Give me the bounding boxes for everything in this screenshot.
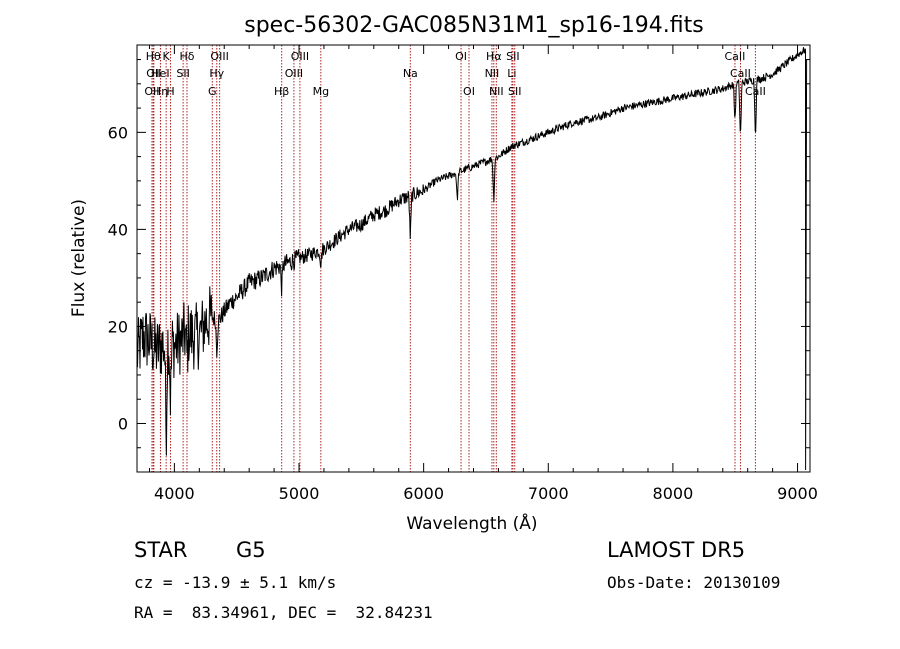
line-marker-label: CaII (745, 85, 766, 98)
y-tick-label: 60 (108, 123, 128, 142)
line-marker-label: Hη (153, 85, 168, 98)
line-marker-label: OII (144, 85, 159, 98)
spectrum-line (136, 47, 808, 471)
line-marker-label: CaII (725, 50, 746, 63)
line-marker-label: NII (485, 67, 500, 80)
x-axis-ticks: 4000 5000 6000 7000 8000 9000 (148, 45, 818, 503)
line-marker-label: OIII (285, 67, 303, 80)
x-tick-label: 9000 (777, 484, 818, 503)
line-marker-label: OIII (210, 50, 228, 63)
line-markers (151, 45, 756, 472)
y-axis-label: Flux (relative) (69, 199, 89, 317)
line-marker-label: Na (403, 67, 418, 80)
coordinates: RA = 83.34961, DEC = 32.84231 (134, 603, 433, 622)
y-tick-label: 0 (118, 414, 128, 433)
y-tick-label: 40 (108, 220, 128, 239)
line-marker-label: Hγ (209, 67, 224, 80)
line-marker-label: SII (176, 67, 189, 80)
line-marker-label: Mg (313, 85, 329, 98)
line-marker-label: OI (455, 50, 467, 63)
line-marker-label: SII (508, 85, 521, 98)
y-axis-ticks: 0 20 40 60 (108, 59, 810, 449)
subclass: G5 (236, 538, 266, 562)
line-marker-label: HeI (151, 67, 169, 80)
object-class: STAR (134, 538, 188, 562)
line-marker-label: OIII (291, 50, 309, 63)
x-tick-label: 7000 (528, 484, 569, 503)
line-marker-label: Hθ (146, 50, 161, 63)
x-tick-label: 5000 (279, 484, 320, 503)
line-marker-label: OI (463, 85, 475, 98)
line-marker-label: OII (146, 67, 161, 80)
redshift-value: cz = -13.9 ± 5.1 km/s (134, 573, 337, 592)
y-tick-label: 20 (108, 317, 128, 336)
obs-date: Obs-Date: 20130109 (607, 573, 781, 592)
plot-frame (136, 44, 811, 473)
line-marker-label: G (208, 85, 217, 98)
x-axis-label: Wavelength (Å) (406, 512, 537, 534)
line-marker-label: Hδ (179, 50, 194, 63)
line-marker-label: K (163, 50, 171, 63)
chart-title: spec-56302-GAC085N31M1_sp16-194.fits (244, 13, 704, 38)
survey-name: LAMOST DR5 (607, 538, 746, 562)
x-tick-label: 4000 (154, 484, 195, 503)
line-marker-label: H (166, 85, 174, 98)
line-marker-label: Li (507, 67, 516, 80)
x-tick-label: 8000 (653, 484, 694, 503)
line-marker-label: SII (506, 50, 519, 63)
line-marker-label: Hβ (274, 85, 289, 98)
x-tick-label: 6000 (403, 484, 444, 503)
line-marker-label: CaII (730, 67, 751, 80)
line-marker-label: Hα (486, 50, 502, 63)
line-marker-label: NII (489, 85, 504, 98)
